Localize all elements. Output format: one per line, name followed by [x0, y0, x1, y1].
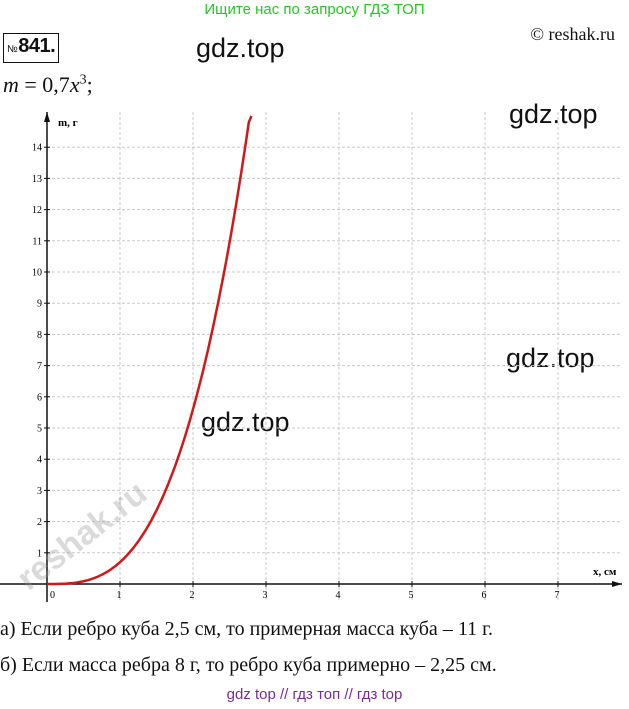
y-tick-label: 10 — [32, 268, 42, 279]
chart-axes — [0, 112, 622, 602]
x-axis-arrow — [612, 581, 622, 587]
copyright-label: © reshak.ru — [530, 24, 615, 44]
formula-end: ; — [86, 72, 93, 97]
x-tick-label: 3 — [263, 590, 268, 601]
answer-b: б) Если масса ребра 8 г, то ребро куба п… — [0, 654, 497, 676]
y-tick-label: 2 — [37, 517, 42, 528]
y-tick-label: 14 — [32, 143, 42, 154]
origin-label: 0 — [50, 590, 55, 601]
watermark-3: gdz.top — [506, 343, 595, 373]
y-tick-label: 8 — [37, 330, 42, 341]
number-sign: № — [7, 44, 18, 55]
y-tick-label: 6 — [37, 392, 42, 403]
problem-number: №841. — [3, 33, 60, 63]
y-tick-label: 11 — [32, 236, 42, 247]
formula-eq: = 0,7 — [18, 72, 70, 97]
y-tick-label: 4 — [37, 455, 42, 466]
y-tick-label: 12 — [32, 205, 42, 216]
search-banner: Ищите нас по запросу ГДЗ ТОП — [204, 1, 425, 18]
x-tick-label: 7 — [555, 590, 560, 601]
y-tick-label: 1 — [37, 548, 42, 559]
watermark-1: gdz.top — [196, 33, 285, 63]
problem-number-value: 841. — [18, 35, 56, 57]
series-line — [47, 115, 253, 586]
x-tick-label: 5 — [409, 590, 414, 601]
answer-a: а) Если ребро куба 2,5 см, то примерная … — [0, 618, 494, 640]
y-axis-arrow — [44, 112, 50, 122]
formula-lhs: m — [3, 72, 19, 97]
y-tick-label: 5 — [37, 424, 42, 435]
x-tick-label: 4 — [336, 590, 341, 601]
formula-exponent: 3 — [79, 72, 87, 88]
watermark-2: gdz.top — [509, 99, 598, 129]
watermark-4: gdz.top — [201, 407, 290, 437]
formula: m = 0,7x3; — [3, 72, 93, 98]
y-tick-label: 9 — [37, 299, 42, 310]
y-tick-label: 7 — [37, 361, 42, 372]
x-axis-label: x, см — [593, 566, 617, 578]
y-tick-label: 13 — [32, 174, 42, 185]
formula-var: x — [69, 72, 80, 97]
footer-links: gdz top // гдз топ // гдз top — [226, 686, 403, 703]
y-tick-label: 3 — [37, 486, 42, 497]
y-axis-label: m, г — [58, 117, 78, 129]
x-tick-label: 2 — [190, 590, 195, 601]
chart-grid — [47, 112, 622, 600]
x-tick-label: 1 — [117, 590, 122, 601]
x-tick-label: 6 — [482, 590, 487, 601]
